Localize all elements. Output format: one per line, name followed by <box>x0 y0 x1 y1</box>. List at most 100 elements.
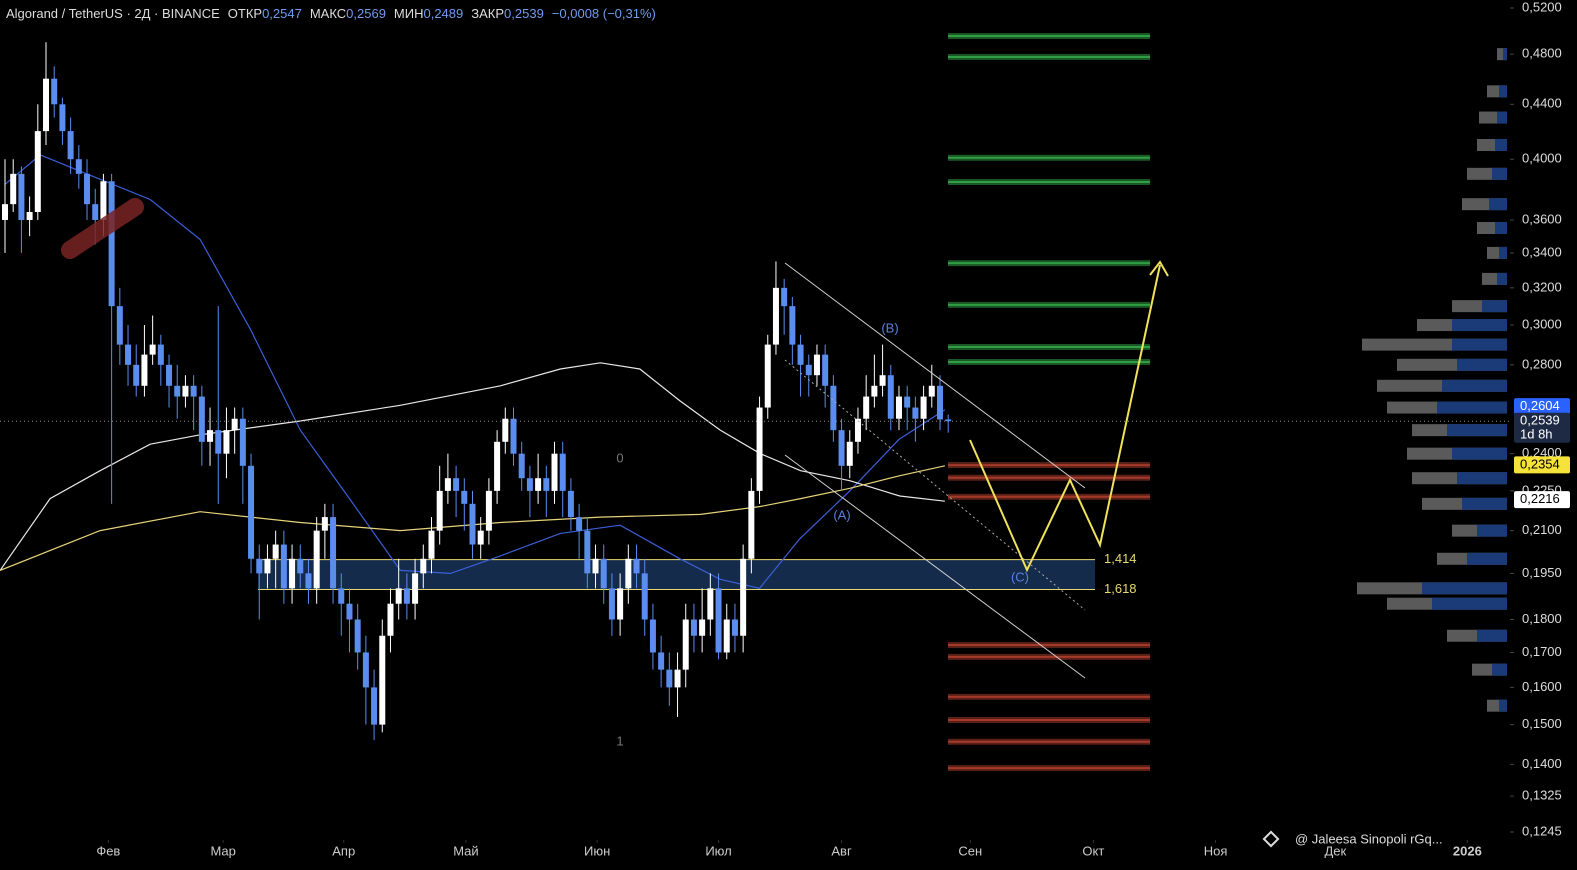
candle-body <box>699 619 706 636</box>
y-tick-label: 0,1800 <box>1522 611 1562 626</box>
candle-body <box>444 478 451 491</box>
candle-body <box>494 441 501 491</box>
y-tick-label: 0,5200 <box>1522 0 1562 14</box>
volume-buy <box>1495 222 1507 235</box>
x-tick-label: Авг <box>831 843 852 858</box>
trend-line <box>784 454 1086 679</box>
candle-body <box>354 619 361 653</box>
ohlc-value: 0,2547 <box>262 6 302 21</box>
candle-body <box>920 396 927 419</box>
y-tick-label: 0,1500 <box>1522 716 1562 731</box>
candle-body <box>461 490 468 504</box>
candle-body <box>166 364 173 386</box>
candle-body <box>904 396 911 408</box>
candle-body <box>10 173 17 205</box>
price-label-bg <box>1514 398 1570 416</box>
wave-label: (A) <box>833 507 850 522</box>
candle-body <box>526 478 533 491</box>
volume-buy <box>1457 358 1507 371</box>
y-tick-label: 0,1325 <box>1522 788 1562 803</box>
candle-body <box>936 385 943 420</box>
candle-body <box>846 441 853 466</box>
candle-body <box>551 453 558 491</box>
candle-body <box>535 478 542 491</box>
candle-body <box>362 652 369 688</box>
candle-body <box>436 490 443 531</box>
candle-body <box>43 78 50 132</box>
zone-label: 1,414 <box>1104 551 1137 566</box>
zone <box>258 559 1095 590</box>
price-label-bg <box>1514 491 1570 509</box>
candle-body <box>215 430 222 454</box>
projection-path <box>969 264 1161 573</box>
trend-line <box>784 359 1086 611</box>
x-tick-label: Май <box>453 843 478 858</box>
candle-body <box>256 558 263 574</box>
volume-buy <box>1432 597 1507 610</box>
y-tick-label: 0,3000 <box>1522 316 1562 331</box>
ohlc-label: ОТКР <box>227 6 263 21</box>
ohlc-label: МАКС <box>309 6 347 21</box>
y-tick-label: 0,3600 <box>1522 211 1562 226</box>
candle-body <box>789 306 796 345</box>
change: −0,0008 (−0,31%) <box>551 6 656 21</box>
watermark-text: @ Jaleesa Sinopoli rGq... <box>1295 831 1443 846</box>
y-tick-label: 0,2800 <box>1522 356 1562 371</box>
ohlc-value: 0,2489 <box>423 6 464 21</box>
price-label: 0,2539 <box>1520 413 1560 428</box>
volume-buy <box>1462 497 1507 510</box>
candle-body <box>666 669 673 688</box>
x-tick-label: Фев <box>96 843 120 858</box>
volume-buy <box>1492 167 1507 180</box>
candle-body <box>239 418 246 466</box>
candle-body <box>617 588 624 620</box>
candle-body <box>379 635 386 725</box>
volume-buy <box>1457 472 1507 485</box>
volume-buy <box>1497 272 1507 285</box>
candle-body <box>485 490 492 531</box>
candle-body <box>174 385 181 397</box>
candle-body <box>272 544 279 559</box>
x-tick-label: Июл <box>705 843 731 858</box>
candle-body <box>84 173 91 205</box>
candle-body <box>59 104 66 132</box>
price-label-bg <box>1514 412 1570 443</box>
candle-body <box>198 396 205 442</box>
x-tick-label: Окт <box>1082 843 1104 858</box>
x-tick-label: Мар <box>210 843 235 858</box>
candle-body <box>871 385 878 397</box>
candle-body <box>781 287 788 307</box>
ohlc-value: 0,2569 <box>346 6 386 21</box>
ohlc-label: МИН <box>393 6 424 21</box>
x-tick-label: Дек <box>1324 843 1346 858</box>
volume-buy <box>1499 85 1507 98</box>
candle-body <box>822 354 829 386</box>
volume-buy <box>1477 629 1507 642</box>
candle-body <box>2 204 9 220</box>
candle-body <box>125 344 132 365</box>
candle-body <box>338 588 345 604</box>
trend-line <box>784 262 1086 489</box>
candle-body <box>879 375 886 386</box>
candle-body <box>707 588 714 620</box>
zone-label: 1,618 <box>1104 581 1137 596</box>
candle-body <box>412 573 419 604</box>
x-tick-label: Сен <box>958 843 982 858</box>
candle-body <box>625 558 632 589</box>
candle-body <box>26 212 33 220</box>
candle-body <box>502 418 509 442</box>
candle-body <box>895 396 902 419</box>
y-tick-label: 0,2100 <box>1522 522 1562 537</box>
price-label: 0,2604 <box>1520 398 1560 413</box>
candle-body <box>740 558 747 636</box>
volume-buy <box>1503 48 1507 61</box>
candle-body <box>945 419 952 422</box>
candle-body <box>108 181 115 307</box>
candle-body <box>190 385 197 397</box>
moving-average <box>0 465 946 571</box>
candle-body <box>674 669 681 688</box>
candle-body <box>731 619 738 636</box>
candle-body <box>280 544 287 589</box>
